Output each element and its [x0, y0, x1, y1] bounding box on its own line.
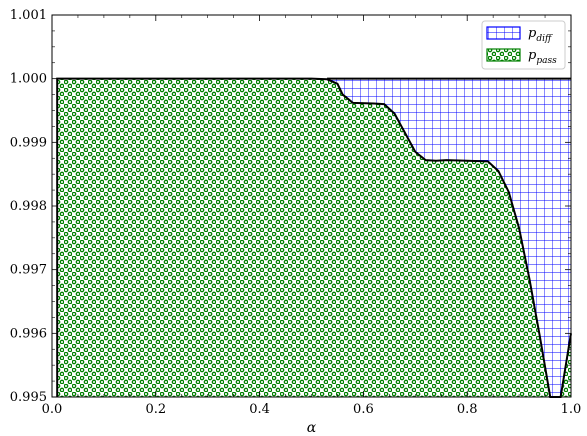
legend-entry-p-diff: pdiff — [486, 26, 553, 44]
legend-entry-p-pass: ppass — [486, 48, 557, 66]
x-axis: 0.0 0.2 0.4 0.6 0.8 1.0 — [42, 15, 582, 417]
x-tick-label: 0.4 — [249, 402, 270, 417]
p-pass-boundary-line — [56, 77, 572, 398]
y-tick-label: 0.995 — [10, 390, 47, 405]
legend-swatch-p-pass — [486, 48, 521, 62]
y-axis: 0.995 0.996 0.997 0.998 0.999 1.000 1.001 — [10, 8, 571, 405]
legend-label-p-pass-main: p — [528, 48, 537, 63]
x-axis-label: α — [307, 420, 317, 436]
x-tick-label: 1.0 — [561, 402, 582, 417]
x-tick-label: 0.8 — [457, 402, 478, 417]
legend-label-p-pass: ppass — [528, 48, 557, 66]
legend-label-p-diff-sub: diff — [536, 34, 553, 44]
y-tick-label: 1.001 — [10, 8, 47, 23]
x-tick-label: 0.2 — [145, 402, 166, 417]
p-diff-region — [327, 78, 571, 398]
y-tick-label: 0.998 — [10, 199, 47, 214]
y-tick-label: 0.999 — [10, 135, 47, 150]
legend-label-p-diff-main: p — [528, 26, 537, 41]
x-tick-label: 0.0 — [42, 402, 63, 417]
x-tick-label: 0.6 — [353, 402, 374, 417]
legend-swatch-p-diff — [486, 26, 521, 40]
legend-label-p-diff: pdiff — [528, 26, 553, 44]
y-tick-label: 0.996 — [10, 326, 47, 341]
y-tick-label: 1.000 — [10, 72, 47, 87]
legend: pdiff ppass — [481, 20, 566, 70]
y-tick-label: 0.997 — [10, 263, 47, 278]
plot-area — [56, 77, 572, 398]
legend-label-p-pass-sub: pass — [536, 56, 557, 66]
p-pass-region — [57, 78, 571, 398]
